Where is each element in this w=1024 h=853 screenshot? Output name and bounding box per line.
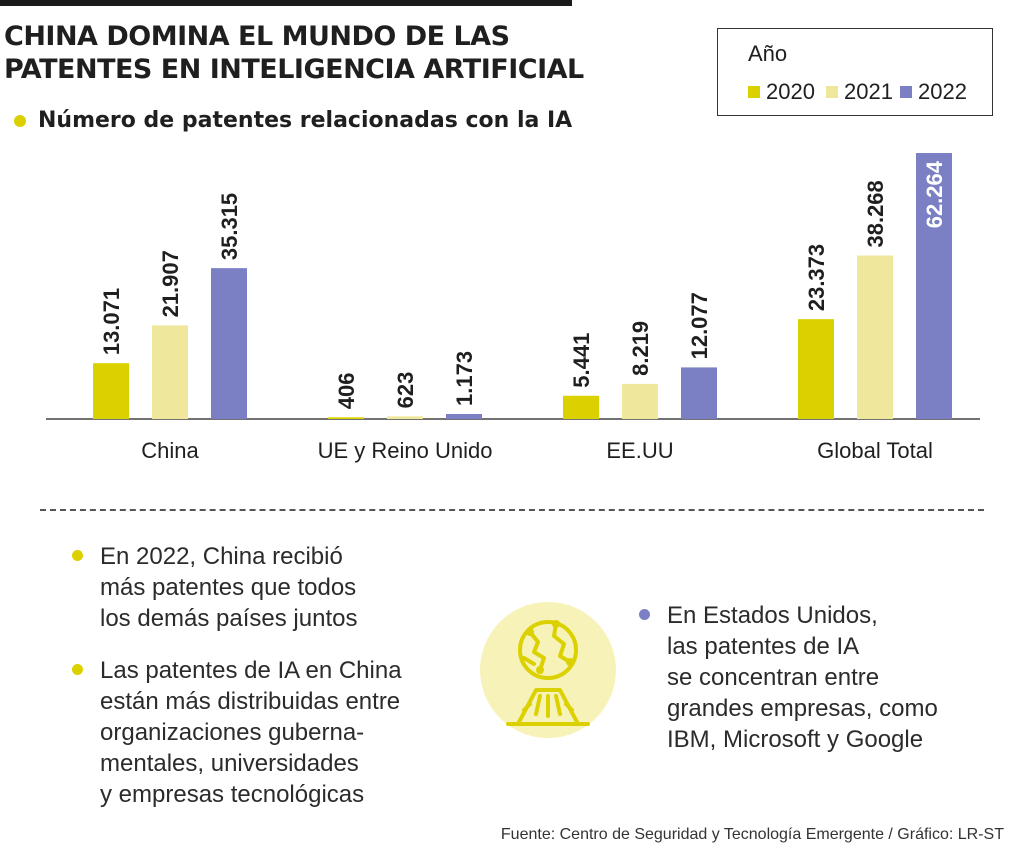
source-credit: Fuente: Centro de Seguridad y Tecnología…: [500, 826, 1004, 843]
note-bullet-icon: [639, 609, 650, 620]
bar-2020: [328, 417, 364, 419]
bar-2022: [681, 367, 717, 419]
data-label: 5.441: [569, 333, 594, 388]
note-china-2022: En 2022, China recibió más patentes que …: [72, 541, 440, 634]
bar-2021: [387, 416, 423, 419]
note3-line: grandes empresas, como: [667, 695, 938, 722]
bar-2020: [563, 395, 599, 419]
legend-item-2020: 2020: [748, 79, 815, 105]
category-label: EE.UU: [606, 438, 673, 463]
data-label: 8.219: [628, 321, 653, 376]
bar-2021: [622, 383, 658, 419]
data-label: 12.077: [687, 292, 712, 359]
note3-line: se concentran entre: [667, 664, 880, 691]
title-line-2: PATENTES EN INTELIGENCIA ARTIFICIAL: [4, 54, 584, 85]
note2-line: Las patentes de IA en China: [100, 657, 402, 684]
dashed-divider: [40, 509, 984, 511]
subtitle-bullet-icon: [14, 114, 26, 127]
note-bullet-icon: [72, 664, 83, 675]
note-china-distribution: Las patentes de IA en China están más di…: [72, 655, 460, 810]
note2-line: y empresas tecnológicas: [100, 781, 365, 808]
note-bullet-icon: [72, 550, 83, 561]
bar-2021: [152, 325, 188, 419]
bar-2020: [798, 319, 834, 419]
subtitle-text: Número de patentes relacionadas con la I…: [38, 108, 573, 133]
legend-item-2021: 2021: [826, 79, 893, 105]
bar-2020: [93, 363, 129, 419]
bar-2021: [857, 255, 893, 419]
chart-subtitle: Número de patentes relacionadas con la I…: [14, 108, 654, 133]
data-label: 38.268: [863, 180, 888, 247]
data-label: 623: [393, 372, 418, 409]
note1-line: más patentes que todos: [100, 574, 357, 601]
data-label: 35.315: [217, 193, 242, 260]
data-label: 1.173: [452, 351, 477, 406]
bar-2022: [211, 268, 247, 419]
data-label: 406: [334, 373, 359, 410]
data-label: 21.907: [158, 250, 183, 317]
note-usa-companies: En Estados Unidos, las patentes de IA se…: [639, 600, 987, 755]
note1-line: los demás países juntos: [100, 605, 358, 632]
legend-label-2020: 2020: [766, 79, 815, 104]
note3-line: En Estados Unidos,: [667, 602, 878, 629]
bar-chart: 13.071 21.907 35.315 China 406 623 1.173 UE y R…: [46, 153, 980, 463]
legend-label-2021: 2021: [844, 79, 893, 104]
note3-line: las patentes de IA: [667, 633, 860, 660]
page-title: CHINA DOMINA EL MUNDO DE LAS PATENTES EN…: [4, 20, 644, 86]
legend-swatch-2022: [900, 86, 912, 98]
bar-2022: [916, 153, 952, 419]
title-line-1: CHINA DOMINA EL MUNDO DE LAS: [4, 21, 510, 52]
data-label: 62.264: [922, 160, 947, 228]
data-label: 13.071: [99, 288, 124, 355]
globe-hologram-icon: [478, 600, 618, 745]
legend: Año 2020 2021 2022: [717, 28, 993, 116]
data-label: 23.373: [804, 244, 829, 311]
legend-swatch-2021: [826, 86, 838, 98]
note2-line: mentales, universidades: [100, 750, 359, 777]
note2-line: organizaciones guberna-: [100, 719, 365, 746]
note1-line: En 2022, China recibió: [100, 543, 343, 570]
legend-swatch-2020: [748, 86, 760, 98]
note3-line: IBM, Microsoft y Google: [667, 726, 924, 753]
bar-2022: [446, 413, 482, 419]
category-label: Global Total: [817, 438, 933, 463]
category-label: UE y Reino Unido: [318, 438, 493, 463]
legend-title: Año: [748, 41, 788, 66]
top-rule: [0, 0, 572, 6]
legend-label-2022: 2022: [918, 79, 967, 104]
category-label: China: [141, 438, 199, 463]
legend-item-2022: 2022: [900, 79, 967, 105]
note2-line: están más distribuidas entre: [100, 688, 401, 715]
